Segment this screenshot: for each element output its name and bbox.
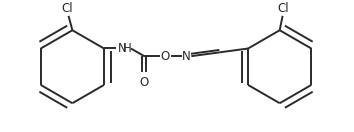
Text: O: O — [161, 50, 170, 63]
Text: H: H — [123, 42, 132, 55]
Text: O: O — [139, 76, 149, 89]
Text: N: N — [118, 42, 127, 55]
Text: N: N — [182, 50, 191, 63]
Text: Cl: Cl — [62, 2, 73, 15]
Text: Cl: Cl — [278, 2, 289, 15]
